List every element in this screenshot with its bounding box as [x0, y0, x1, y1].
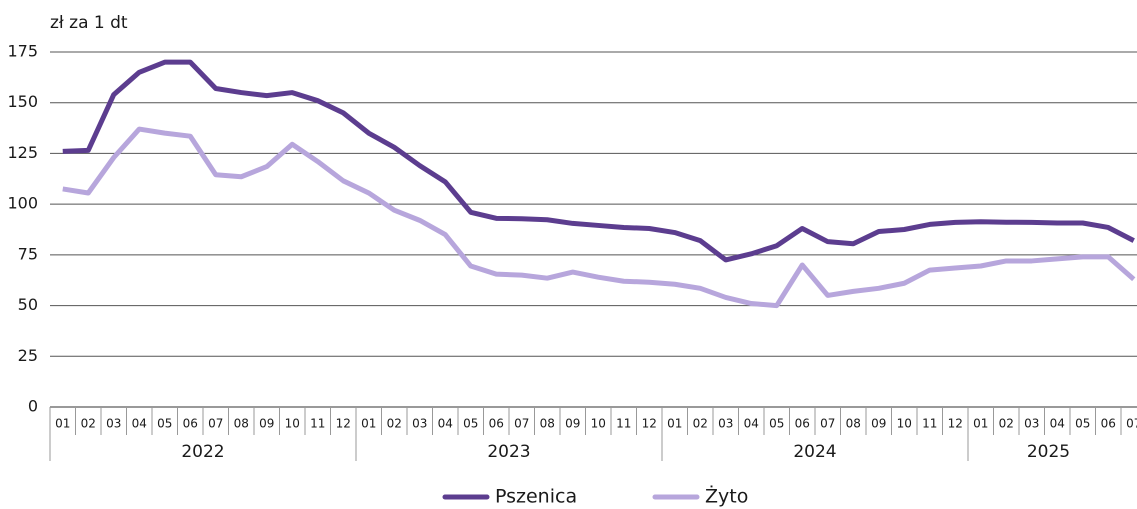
- x-tick-label: 01: [361, 417, 376, 431]
- x-tick-label: 02: [387, 417, 402, 431]
- x-tick-label: 09: [259, 417, 274, 431]
- line-series: [62, 59, 1135, 263]
- year-label: 2024: [793, 442, 836, 462]
- x-tick-label: 02: [999, 417, 1014, 431]
- x-tick-label: 11: [922, 417, 937, 431]
- x-tick-label: 08: [540, 417, 555, 431]
- x-tick-label: 06: [489, 417, 504, 431]
- x-tick-label: 06: [1101, 417, 1116, 431]
- y-tick-label: 100: [7, 194, 38, 213]
- y-axis-label: zł za 1 dt: [50, 13, 128, 33]
- x-tick-label: 08: [234, 417, 249, 431]
- y-tick-label: 0: [28, 397, 38, 416]
- x-tick-label: 12: [642, 417, 657, 431]
- x-tick-label: 04: [1050, 417, 1065, 431]
- x-tick-label: 12: [336, 417, 351, 431]
- x-tick-label: 05: [463, 417, 478, 431]
- legend-label: Pszenica: [495, 486, 577, 508]
- year-label: 2022: [181, 442, 224, 462]
- y-tick-label: 125: [7, 143, 38, 162]
- x-tick-label: 01: [55, 417, 70, 431]
- x-tick-label: 05: [769, 417, 784, 431]
- y-tick-label: 25: [18, 346, 38, 365]
- x-tick-label: 05: [1075, 417, 1090, 431]
- x-tick-label: 03: [1024, 417, 1039, 431]
- x-tick-label: 08: [846, 417, 861, 431]
- y-tick-label: 150: [7, 92, 38, 111]
- x-tick-label: 09: [871, 417, 886, 431]
- y-tick-label: 50: [18, 295, 38, 314]
- line-series: [62, 126, 1136, 309]
- x-tick-label: 06: [183, 417, 198, 431]
- legend-label: Żyto: [705, 485, 748, 508]
- x-tick-label: 04: [438, 417, 453, 431]
- year-label: 2025: [1027, 442, 1070, 462]
- x-tick-label: 03: [412, 417, 427, 431]
- y-tick-label: 75: [18, 244, 38, 263]
- x-tick-label: 11: [310, 417, 325, 431]
- y-tick-label: 175: [7, 42, 38, 61]
- x-tick-label: 07: [820, 417, 835, 431]
- x-tick-label: 02: [81, 417, 96, 431]
- x-tick-label: 07: [208, 417, 223, 431]
- x-tick-label: 05: [157, 417, 172, 431]
- x-tick-label: 07: [514, 417, 529, 431]
- x-tick-label: 01: [973, 417, 988, 431]
- x-tick-label: 10: [897, 417, 912, 431]
- x-tick-label: 04: [132, 417, 147, 431]
- x-tick-label: 10: [285, 417, 300, 431]
- x-tick-label: 02: [693, 417, 708, 431]
- x-tick-label: 03: [106, 417, 121, 431]
- x-tick-label: 01: [667, 417, 682, 431]
- x-tick-label: 03: [718, 417, 733, 431]
- x-tick-label: 12: [948, 417, 963, 431]
- x-tick-label: 04: [744, 417, 759, 431]
- x-tick-label: 07: [1126, 417, 1137, 431]
- year-label: 2023: [487, 442, 530, 462]
- x-tick-label: 09: [565, 417, 580, 431]
- x-tick-label: 06: [795, 417, 810, 431]
- x-tick-label: 11: [616, 417, 631, 431]
- x-tick-label: 10: [591, 417, 606, 431]
